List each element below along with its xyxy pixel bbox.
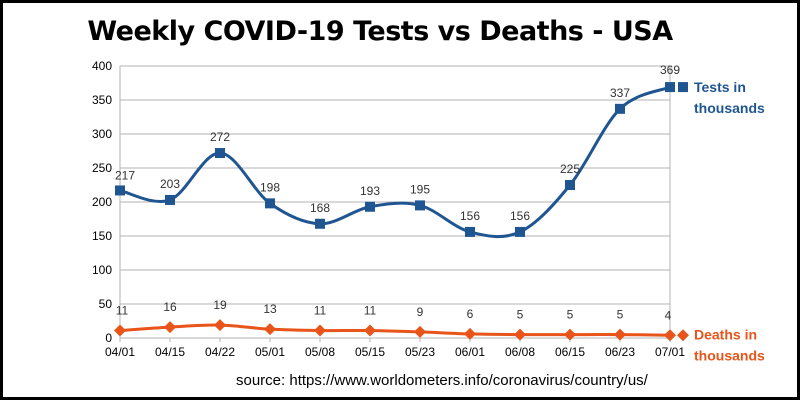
- deaths-point: [164, 321, 176, 334]
- tests-data-label: 193: [360, 184, 380, 198]
- source-note: source: https://www.worldometers.info/co…: [236, 372, 648, 389]
- tests-data-label: 195: [410, 182, 430, 196]
- deaths-legend-label: thousands: [694, 347, 765, 363]
- y-tick-label: 350: [92, 93, 112, 107]
- x-tick-label: 06/08: [505, 345, 535, 359]
- deaths-legend-label: Deaths in: [694, 326, 757, 342]
- tests-legend-label: Tests in: [694, 79, 746, 95]
- deaths-data-label: 11: [364, 304, 377, 318]
- tests-point: [365, 201, 375, 212]
- deaths-data-label: 5: [567, 308, 574, 322]
- deaths-data-label: 19: [213, 298, 227, 312]
- x-tick-label: 07/01: [655, 345, 685, 359]
- tests-point: [215, 148, 225, 159]
- y-tick-label: 400: [92, 59, 112, 73]
- tests-point: [265, 198, 275, 209]
- y-tick-label: 100: [92, 263, 112, 277]
- y-tick-label: 200: [92, 195, 112, 209]
- y-tick-label: 300: [92, 127, 112, 141]
- x-tick-label: 06/01: [455, 345, 485, 359]
- x-tick-label: 05/23: [405, 345, 435, 359]
- deaths-data-label: 6: [467, 307, 474, 321]
- x-tick-label: 05/15: [355, 345, 385, 359]
- tests-data-label: 198: [260, 180, 280, 194]
- tests-legend-marker: [678, 82, 688, 93]
- deaths-data-label: 5: [617, 308, 624, 322]
- tests-data-label: 156: [460, 209, 480, 223]
- deaths-data-label: 11: [116, 304, 129, 318]
- deaths-data-label: 5: [517, 308, 524, 322]
- x-tick-label: 04/15: [155, 345, 185, 359]
- deaths-point: [464, 327, 476, 340]
- y-tick-label: 150: [92, 229, 112, 243]
- tests-point: [565, 180, 575, 190]
- tests-data-label: 369: [660, 63, 680, 77]
- deaths-point: [414, 325, 426, 338]
- tests-data-label: 272: [210, 130, 230, 144]
- deaths-point: [664, 329, 676, 342]
- deaths-data-label: 13: [263, 302, 277, 316]
- tests-data-label: 217: [115, 168, 135, 182]
- x-tick-label: 04/22: [205, 345, 235, 359]
- grid-lines: [119, 65, 671, 339]
- deaths-point: [364, 324, 376, 337]
- deaths-data-label: 9: [417, 305, 424, 319]
- x-tick-label: 05/01: [255, 345, 285, 359]
- chart-title: Weekly COVID-19 Tests vs Deaths - USA: [87, 16, 673, 47]
- x-tick-label: 06/15: [555, 345, 585, 359]
- deaths-point: [614, 328, 626, 341]
- tests-data-label: 225: [560, 162, 580, 176]
- legend: Tests in thousands Deaths in thousands: [677, 79, 765, 363]
- tests-point: [165, 194, 175, 205]
- deaths-point: [314, 324, 326, 337]
- x-axis: 04/01 04/15 04/22 05/01 05/08 05/15 05/23 06/01…: [105, 338, 685, 359]
- deaths-point: [514, 328, 526, 341]
- tests-line: [119, 85, 671, 239]
- y-tick-label: 250: [92, 161, 112, 175]
- tests-point: [315, 218, 325, 229]
- deaths-legend-marker: [677, 329, 689, 342]
- x-tick-label: 06/23: [605, 345, 635, 359]
- x-tick-label: 05/08: [305, 345, 335, 359]
- tests-point: [415, 200, 425, 211]
- tests-data-label: 156: [510, 209, 530, 223]
- deaths-data-label: 11: [314, 304, 327, 318]
- tests-data-label: 168: [310, 201, 330, 215]
- tests-point: [465, 226, 475, 237]
- y-axis: 0 50 100 150 200 250 300 350 400: [92, 59, 112, 345]
- x-tick-label: 04/01: [105, 345, 135, 359]
- deaths-point: [264, 323, 276, 336]
- deaths-line: [119, 323, 671, 337]
- deaths-data-label: 4: [665, 308, 672, 322]
- tests-legend-label: thousands: [694, 100, 765, 116]
- tests-point: [115, 185, 125, 196]
- tests-data-label: 337: [610, 86, 630, 100]
- tests-point: [665, 82, 675, 93]
- series-layer: [114, 82, 676, 342]
- tests-point: [615, 103, 625, 114]
- y-tick-label: 0: [105, 331, 112, 345]
- tests-point: [515, 226, 525, 237]
- deaths-point: [114, 324, 126, 337]
- deaths-data-label: 16: [163, 300, 177, 314]
- deaths-point: [564, 328, 576, 341]
- deaths-point: [214, 319, 226, 332]
- tests-data-label: 203: [160, 177, 180, 191]
- y-tick-label: 50: [99, 297, 113, 311]
